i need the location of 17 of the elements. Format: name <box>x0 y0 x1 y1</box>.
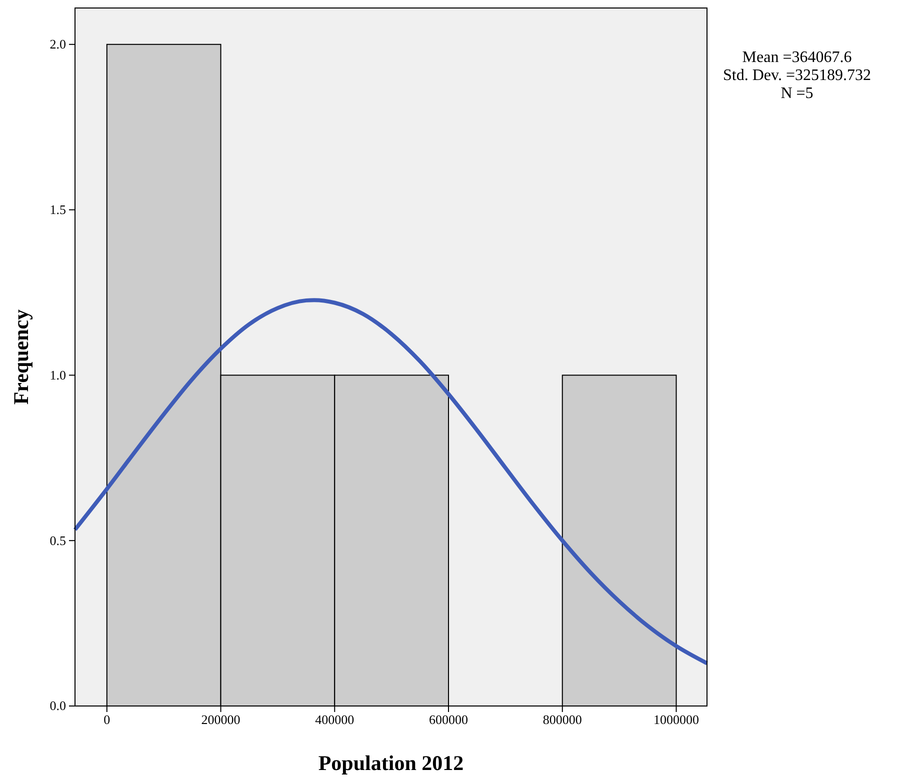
x-tick-label: 1000000 <box>654 712 700 728</box>
y-tick-label: 2.0 <box>50 36 66 52</box>
y-tick-label: 1.0 <box>50 367 66 382</box>
x-tick-label: 600000 <box>429 712 468 728</box>
y-tick-label: 1.5 <box>50 202 66 217</box>
y-tick-label: 0.0 <box>50 698 66 714</box>
x-tick-label: 200000 <box>201 712 240 728</box>
x-tick-label: 0 <box>104 712 110 728</box>
text: Mean =364067.6 <box>742 49 852 66</box>
x-tick-label: 400000 <box>315 712 354 728</box>
x-axis-title: Population 2012 <box>318 751 464 775</box>
x-tick-label: 800000 <box>542 712 582 728</box>
line-series <box>73 298 709 666</box>
y-axis-title: Frequency <box>9 308 33 405</box>
y-tick-label: 0.5 <box>50 532 66 548</box>
text: N =5 <box>780 85 814 102</box>
text: Std. Dev. =325189.732 <box>723 67 871 84</box>
